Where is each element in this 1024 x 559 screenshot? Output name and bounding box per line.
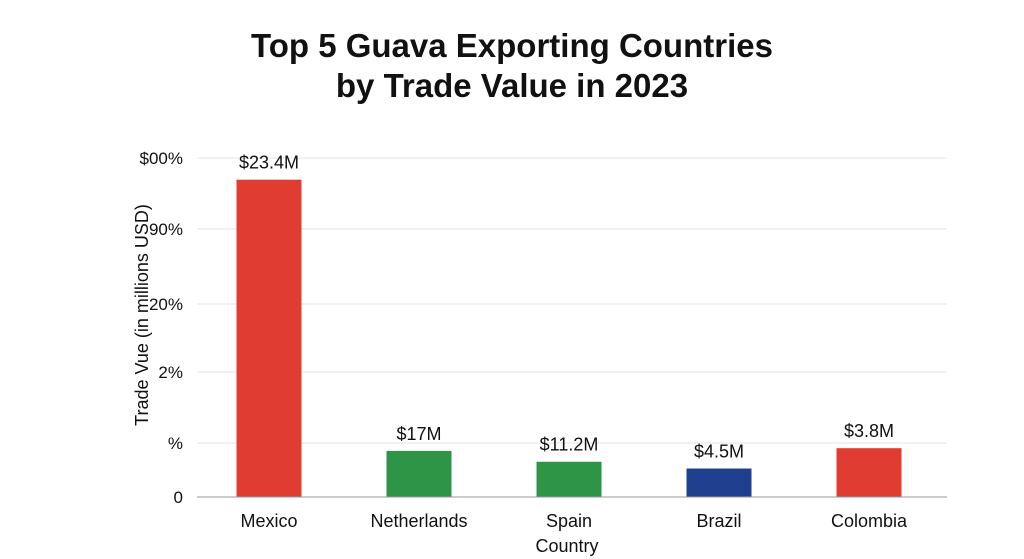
y-tick-label: 0 [174, 488, 183, 507]
category-label-spain: Spain [546, 511, 592, 531]
y-tick-labels: 0% 2% 20% 90% $00% [140, 149, 183, 507]
data-label-mexico: $23.4M [239, 153, 299, 173]
data-label-colombia: $3.8M [844, 421, 894, 441]
x-axis-title: Country [535, 536, 598, 556]
data-label-netherlands: $17M [396, 424, 441, 444]
y-tick-label: $00% [140, 149, 183, 168]
y-axis-title: Trade Vue (in millions USD) [132, 204, 152, 426]
data-labels: $23.4M $17M $11.2M $4.5M $3.8M [239, 153, 894, 462]
category-labels: Mexico Netherlands Spain Brazil Colombia [240, 511, 908, 531]
y-tick-label: 90% [149, 220, 183, 239]
data-label-spain: $11.2M [540, 435, 599, 455]
category-label-brazil: Brazil [696, 511, 741, 531]
bar-colombia [836, 448, 902, 497]
y-tick-label: % [168, 434, 183, 453]
bars [236, 179, 902, 498]
category-label-mexico: Mexico [240, 511, 297, 531]
data-label-brazil: $4.5M [694, 442, 744, 462]
chart-title-line-2: by Trade Value in 2023 [335, 67, 689, 104]
y-tick-label: 20% [149, 295, 183, 314]
bar-mexico [236, 179, 302, 498]
category-label-netherlands: Netherlands [370, 511, 467, 531]
chart-title: Top 5 Guava Exporting Countries by Trade… [0, 26, 1024, 106]
bar-netherlands [386, 450, 452, 497]
y-tick-label: 2% [158, 363, 183, 382]
bar-brazil [686, 468, 752, 497]
category-label-colombia: Colombia [831, 511, 908, 531]
chart-title-line-1: Top 5 Guava Exporting Countries [251, 27, 773, 64]
bar-spain [536, 461, 602, 497]
gridlines [197, 157, 947, 444]
